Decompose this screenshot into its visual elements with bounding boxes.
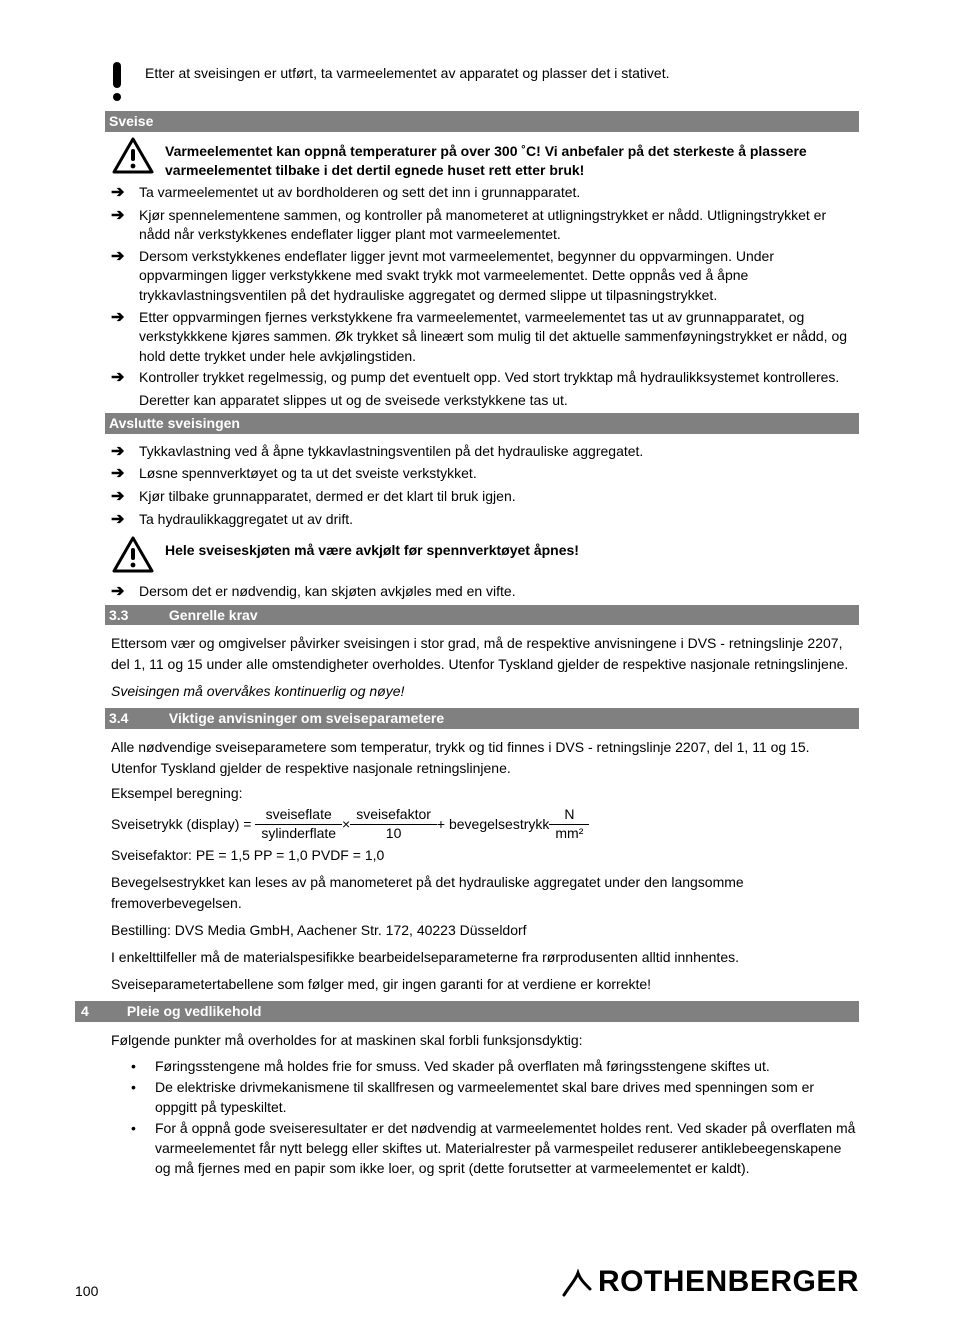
- warning-text: Varmeelementet kan oppnå temperaturer på…: [165, 136, 859, 180]
- bullet-icon: •: [131, 1057, 155, 1077]
- arrow-right-icon: ➔: [111, 183, 139, 204]
- warning-row-1: Varmeelementet kan oppnå temperaturer på…: [111, 136, 859, 181]
- section-bar-3-4: 3.4 Viktige anvisninger om sveiseparamet…: [105, 708, 859, 729]
- exclamation-icon: [105, 60, 129, 107]
- arrow-text: Kjør tilbake grunnapparatet, dermed er d…: [139, 487, 859, 507]
- bullet-icon: •: [131, 1078, 155, 1117]
- section-bar-title: Sveise: [109, 113, 153, 129]
- warning-row-2: Hele sveiseskjøten må være avkjølt før s…: [111, 535, 859, 580]
- section-title: Genrelle krav: [169, 607, 258, 623]
- formula-plus: + bevegelsestrykk: [437, 816, 549, 832]
- page-number: 100: [75, 1283, 98, 1299]
- page: Etter at sveisingen er utført, ta varmee…: [0, 0, 954, 1339]
- arrow-right-icon: ➔: [111, 464, 139, 485]
- arrow-right-icon: ➔: [111, 308, 139, 329]
- fraction-numerator: sveiseflate: [255, 807, 342, 824]
- formula-lhs: Sveisetrykk (display) =: [111, 816, 251, 832]
- arrow-row: ➔ Dersom verkstykkenes endeflater ligger…: [111, 247, 859, 306]
- arrow-right-icon: ➔: [111, 247, 139, 268]
- arrow-right-icon: ➔: [111, 510, 139, 531]
- arrow-row: ➔ Tykkavlastning ved å åpne tykkavlastni…: [111, 442, 859, 463]
- section-number: 3.3: [109, 607, 165, 624]
- arrow-text: Ta hydraulikkaggregatet ut av drift.: [139, 510, 859, 530]
- arrow-text: Ta varmeelementet ut av bordholderen og …: [139, 183, 859, 203]
- section-bar-title: Avslutte sveisingen: [109, 415, 240, 431]
- bullet-row: • De elektriske drivmekanismene til skal…: [131, 1078, 859, 1117]
- paragraph: Sveisefaktor: PE = 1,5 PP = 1,0 PVDF = 1…: [111, 845, 859, 866]
- arrow-row: ➔ Ta hydraulikkaggregatet ut av drift.: [111, 510, 859, 531]
- section-title: Pleie og vedlikehold: [127, 1003, 262, 1019]
- arrow-row: ➔ Løsne spennverktøyet og ta ut det svei…: [111, 464, 859, 485]
- paragraph-italic: Sveisingen må overvåkes kontinuerlig og …: [111, 681, 859, 702]
- fraction-2: sveisefaktor 10: [350, 807, 437, 841]
- paragraph: Ettersom vær og omgivelser påvirker svei…: [111, 633, 859, 675]
- bullet-icon: •: [131, 1119, 155, 1178]
- formula: Sveisetrykk (display) = sveiseflate syli…: [111, 807, 859, 841]
- arrow-right-icon: ➔: [111, 368, 139, 389]
- example-label: Eksempel beregning:: [111, 785, 859, 801]
- arrow-right-icon: ➔: [111, 206, 139, 227]
- attention-row: Etter at sveisingen er utført, ta varmee…: [105, 60, 859, 107]
- arrow-row: ➔ Kontroller trykket regelmessig, og pum…: [111, 368, 859, 389]
- section-number: 4: [79, 1003, 123, 1020]
- arrow-row: ➔ Dersom det er nødvendig, kan skjøten a…: [111, 582, 859, 603]
- section-title: Viktige anvisninger om sveiseparametere: [169, 710, 444, 726]
- warning-triangle-icon: [111, 136, 165, 181]
- section-bar-4: 4 Pleie og vedlikehold: [75, 1001, 859, 1022]
- arrow-text: Kontroller trykket regelmessig, og pump …: [139, 368, 859, 388]
- bullet-row: • For å oppnå gode sveiseresultater er d…: [131, 1119, 859, 1178]
- warning-text: Hele sveiseskjøten må være avkjølt før s…: [165, 535, 579, 560]
- paragraph: I enkelttilfeller må de materialspesifik…: [111, 947, 859, 968]
- section-bar-3-3: 3.3 Genrelle krav: [105, 605, 859, 626]
- arrow-row: ➔ Ta varmeelementet ut av bordholderen o…: [111, 183, 859, 204]
- arrow-text: Dersom verkstykkenes endeflater ligger j…: [139, 247, 859, 306]
- bullet-row: • Føringsstengene må holdes frie for smu…: [131, 1057, 859, 1077]
- warning-triangle-icon: [111, 535, 165, 580]
- paragraph: Følgende punkter må overholdes for at ma…: [111, 1030, 859, 1051]
- bullet-text: Føringsstengene må holdes frie for smuss…: [155, 1057, 859, 1077]
- paragraph: Deretter kan apparatet slippes ut og de …: [139, 391, 859, 411]
- formula-times: ×: [342, 816, 350, 832]
- page-footer: 100 ROTHENBERGER: [75, 1265, 859, 1299]
- section-bar-sveise: Sveise: [105, 111, 859, 132]
- fraction-numerator: N: [549, 807, 589, 824]
- fraction-numerator: sveisefaktor: [350, 807, 437, 824]
- paragraph: Sveiseparametertabellene som følger med,…: [111, 974, 859, 995]
- arrow-text: Dersom det er nødvendig, kan skjøten avk…: [139, 582, 859, 602]
- attention-text: Etter at sveisingen er utført, ta varmee…: [129, 60, 669, 83]
- paragraph: Bevegelsestrykket kan leses av på manome…: [111, 872, 859, 914]
- arrow-right-icon: ➔: [111, 487, 139, 508]
- arrow-text: Etter oppvarmingen fjernes verkstykkene …: [139, 308, 859, 367]
- bullet-text: For å oppnå gode sveiseresultater er det…: [155, 1119, 859, 1178]
- fraction-unit: N mm²: [549, 807, 589, 841]
- fraction-1: sveiseflate sylinderflate: [255, 807, 342, 841]
- arrow-row: ➔ Kjør spennelementene sammen, og kontro…: [111, 206, 859, 245]
- brand-logo: ROTHENBERGER: [558, 1265, 859, 1299]
- paragraph: Alle nødvendige sveiseparametere som tem…: [111, 737, 859, 779]
- fraction-denominator: mm²: [549, 825, 589, 841]
- fraction-denominator: 10: [350, 825, 437, 841]
- arrow-text: Tykkavlastning ved å åpne tykkavlastning…: [139, 442, 859, 462]
- paragraph: Bestilling: DVS Media GmbH, Aachener Str…: [111, 920, 859, 941]
- section-number: 3.4: [109, 710, 165, 727]
- bullet-text: De elektriske drivmekanismene til skallf…: [155, 1078, 859, 1117]
- section-bar-avslutte: Avslutte sveisingen: [105, 413, 859, 434]
- arrow-text: Kjør spennelementene sammen, og kontroll…: [139, 206, 859, 245]
- brand-text: ROTHENBERGER: [598, 1265, 859, 1299]
- arrow-row: ➔ Etter oppvarmingen fjernes verkstykken…: [111, 308, 859, 367]
- fraction-denominator: sylinderflate: [255, 825, 342, 841]
- arrow-right-icon: ➔: [111, 442, 139, 463]
- arrow-row: ➔ Kjør tilbake grunnapparatet, dermed er…: [111, 487, 859, 508]
- arrow-right-icon: ➔: [111, 582, 139, 603]
- arrow-text: Løsne spennverktøyet og ta ut det sveist…: [139, 464, 859, 484]
